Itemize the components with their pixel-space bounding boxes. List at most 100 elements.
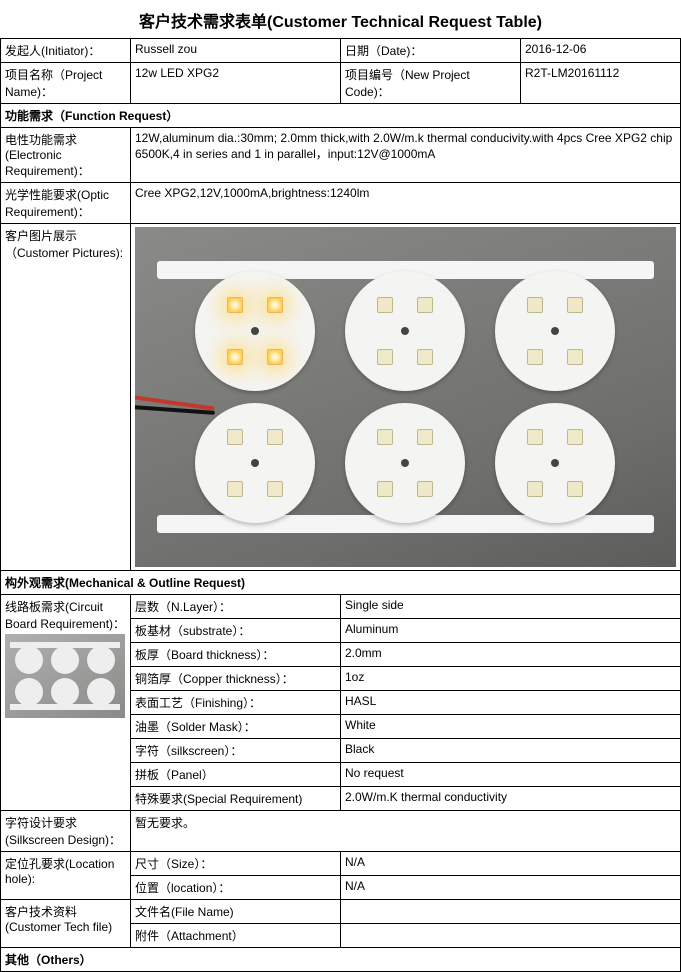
led-chip: [527, 297, 543, 313]
mech-label-8: 特殊要求(Special Requirement): [131, 787, 341, 811]
project-code-label: 项目编号（New Project Code)：: [341, 63, 521, 104]
mech-label-3: 铜箔厚（Copper thickness）：: [131, 667, 341, 691]
pcb-disc: [495, 403, 615, 523]
date-value: 2016-12-06: [521, 39, 681, 63]
location-hole-row-1: 定位孔要求(Location hole): 尺寸（Size）： N/A: [1, 852, 681, 876]
date-label: 日期（Date)：: [341, 39, 521, 63]
led-chip: [377, 429, 393, 445]
customer-photo: [135, 227, 676, 567]
center-hole: [401, 459, 409, 467]
others-row: 其他（Others）: [1, 948, 681, 972]
led-chip: [527, 429, 543, 445]
thumb-disc: [51, 678, 79, 706]
optic-req-row: 光学性能要求(Optic Requirement)： Cree XPG2,12V…: [1, 183, 681, 224]
led-chip: [267, 297, 283, 313]
led-chip: [227, 297, 243, 313]
location-hole-size-value: N/A: [341, 852, 681, 876]
circuit-board-thumb: [5, 634, 125, 718]
led-chip: [267, 429, 283, 445]
pcb-disc: [195, 271, 315, 391]
mech-label-2: 板厚（Board thickness）：: [131, 643, 341, 667]
pcb-disc: [495, 271, 615, 391]
electronic-req-row: 电性功能需求(Electronic Requirement)： 12W,alum…: [1, 128, 681, 183]
tech-file-filename-label: 文件名(File Name): [131, 900, 341, 924]
location-hole-location-label: 位置（location）：: [131, 876, 341, 900]
header-row-1: 发起人(Initiator)： Russell zou 日期（Date)： 20…: [1, 39, 681, 63]
initiator-value: Russell zou: [131, 39, 341, 63]
silkscreen-design-value: 暂无要求。: [131, 811, 681, 852]
pcb-disc: [345, 271, 465, 391]
mechanical-header-row: 构外观需求(Mechanical & Outline Request): [1, 571, 681, 595]
circuit-board-label-cell: 线路板需求(Circuit Board Requirement)：: [1, 595, 131, 811]
mech-value-3: 1oz: [341, 667, 681, 691]
optic-req-value: Cree XPG2,12V,1000mA,brightness:1240lm: [131, 183, 681, 224]
mech-value-4: HASL: [341, 691, 681, 715]
led-chip: [567, 297, 583, 313]
thumb-disc: [15, 646, 43, 674]
center-hole: [551, 459, 559, 467]
page-title: 客户技术需求表单(Customer Technical Request Tabl…: [0, 0, 681, 38]
led-chip: [417, 429, 433, 445]
center-hole: [401, 327, 409, 335]
mech-value-5: White: [341, 715, 681, 739]
center-hole: [551, 327, 559, 335]
electronic-req-value: 12W,aluminum dia.:30mm; 2.0mm thick,with…: [131, 128, 681, 183]
led-chip: [377, 481, 393, 497]
led-chip: [267, 481, 283, 497]
center-hole: [251, 459, 259, 467]
led-chip: [377, 297, 393, 313]
tech-file-row-1: 客户技术资料(Customer Tech file) 文件名(File Name…: [1, 900, 681, 924]
header-row-2: 项目名称（Project Name)： 12w LED XPG2 项目编号（Ne…: [1, 63, 681, 104]
thumb-disc: [15, 678, 43, 706]
customer-pictures-label: 客户图片展示（Customer Pictures):: [1, 224, 131, 571]
led-chip: [227, 349, 243, 365]
led-chip: [567, 481, 583, 497]
optic-req-label: 光学性能要求(Optic Requirement)：: [1, 183, 131, 224]
mech-label-6: 字符（silkscreen）：: [131, 739, 341, 763]
tech-file-label: 客户技术资料(Customer Tech file): [1, 900, 131, 948]
mech-value-8: 2.0W/m.K thermal conductivity: [341, 787, 681, 811]
tech-file-attachment-value: [341, 924, 681, 948]
tech-file-filename-value: [341, 900, 681, 924]
mech-row-0: 线路板需求(Circuit Board Requirement)： 层数（N.L…: [1, 595, 681, 619]
led-chip: [227, 429, 243, 445]
thumb-disc: [87, 646, 115, 674]
mech-label-1: 板基材（substrate）：: [131, 619, 341, 643]
mech-value-6: Black: [341, 739, 681, 763]
led-chip: [527, 349, 543, 365]
thumb-disc: [87, 678, 115, 706]
tech-file-attachment-label: 附件（Attachment）: [131, 924, 341, 948]
location-hole-size-label: 尺寸（Size）：: [131, 852, 341, 876]
others-label: 其他（Others）: [1, 948, 681, 972]
mech-value-0: Single side: [341, 595, 681, 619]
mech-value-1: Aluminum: [341, 619, 681, 643]
led-chip: [227, 481, 243, 497]
led-chip: [527, 481, 543, 497]
silkscreen-design-label: 字符设计要求(Silkscreen Design)：: [1, 811, 131, 852]
mech-label-0: 层数（N.Layer）：: [131, 595, 341, 619]
function-request-header: 功能需求（Function Request）: [1, 104, 681, 128]
mech-label-5: 油墨（Solder Mask）：: [131, 715, 341, 739]
project-name-value: 12w LED XPG2: [131, 63, 341, 104]
electronic-req-label: 电性功能需求(Electronic Requirement)：: [1, 128, 131, 183]
location-hole-label: 定位孔要求(Location hole):: [1, 852, 131, 900]
project-name-label: 项目名称（Project Name)：: [1, 63, 131, 104]
mech-value-2: 2.0mm: [341, 643, 681, 667]
thumb-disc: [51, 646, 79, 674]
project-code-value: R2T-LM20161112: [521, 63, 681, 104]
led-chip: [417, 481, 433, 497]
initiator-label: 发起人(Initiator)：: [1, 39, 131, 63]
circuit-board-label: 线路板需求(Circuit Board Requirement)：: [5, 598, 126, 632]
pcb-disc: [345, 403, 465, 523]
pcb-disc: [195, 403, 315, 523]
led-chip: [267, 349, 283, 365]
location-hole-location-value: N/A: [341, 876, 681, 900]
center-hole: [251, 327, 259, 335]
customer-pictures-cell: [131, 224, 681, 571]
mech-label-7: 拼板（Panel）: [131, 763, 341, 787]
mechanical-header: 构外观需求(Mechanical & Outline Request): [1, 571, 681, 595]
led-chip: [567, 429, 583, 445]
customer-pictures-row: 客户图片展示（Customer Pictures):: [1, 224, 681, 571]
function-request-header-row: 功能需求（Function Request）: [1, 104, 681, 128]
mech-value-7: No request: [341, 763, 681, 787]
